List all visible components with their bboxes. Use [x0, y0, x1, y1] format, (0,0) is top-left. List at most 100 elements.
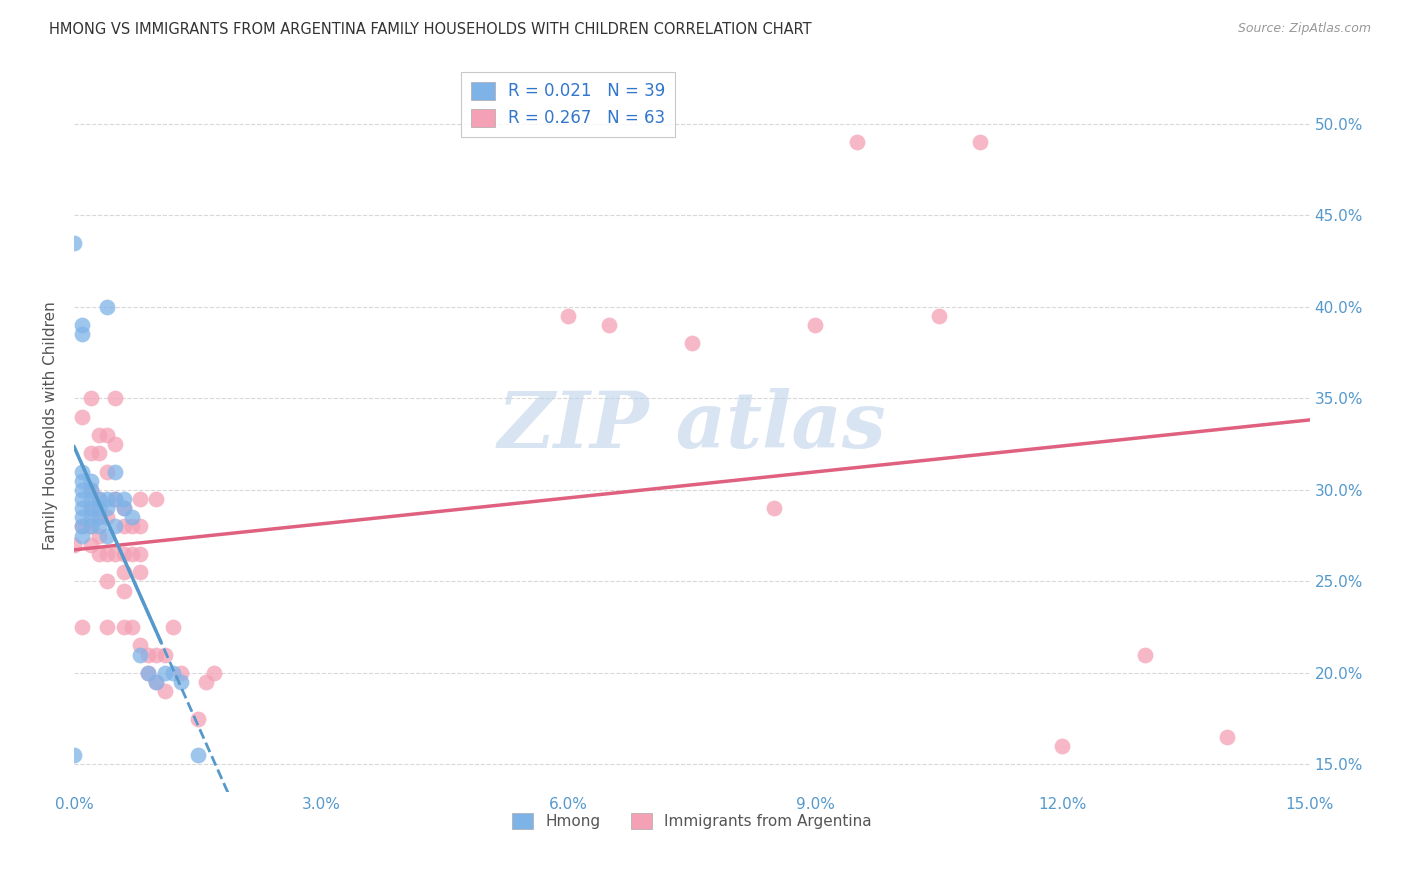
- Point: [63, 538, 86, 552]
- Point: [87, 491, 110, 506]
- Point: [87, 510, 110, 524]
- Point: [129, 519, 152, 533]
- Point: [153, 648, 176, 662]
- Point: [79, 392, 101, 406]
- Point: [96, 465, 118, 479]
- Point: [112, 501, 135, 516]
- Point: [804, 318, 827, 332]
- Point: [129, 547, 152, 561]
- Point: [145, 675, 167, 690]
- Point: [136, 665, 159, 680]
- Point: [112, 583, 135, 598]
- Point: [79, 446, 101, 460]
- Point: [79, 491, 101, 506]
- Point: [87, 547, 110, 561]
- Point: [72, 491, 94, 506]
- Point: [194, 675, 217, 690]
- Point: [112, 501, 135, 516]
- Point: [79, 501, 101, 516]
- Point: [136, 648, 159, 662]
- Point: [1052, 739, 1074, 754]
- Point: [104, 392, 127, 406]
- Point: [170, 665, 193, 680]
- Point: [129, 648, 152, 662]
- Point: [72, 327, 94, 342]
- Point: [87, 428, 110, 442]
- Point: [96, 528, 118, 542]
- Point: [681, 336, 703, 351]
- Point: [153, 665, 176, 680]
- Point: [121, 519, 143, 533]
- Point: [104, 519, 127, 533]
- Point: [170, 675, 193, 690]
- Point: [112, 519, 135, 533]
- Point: [72, 510, 94, 524]
- Point: [187, 748, 209, 763]
- Point: [129, 491, 152, 506]
- Point: [845, 135, 868, 149]
- Point: [79, 519, 101, 533]
- Point: [79, 501, 101, 516]
- Point: [162, 620, 184, 634]
- Point: [87, 501, 110, 516]
- Point: [87, 528, 110, 542]
- Point: [63, 235, 86, 250]
- Point: [598, 318, 620, 332]
- Point: [763, 501, 786, 516]
- Point: [72, 519, 94, 533]
- Point: [96, 428, 118, 442]
- Point: [121, 547, 143, 561]
- Point: [79, 519, 101, 533]
- Point: [145, 648, 167, 662]
- Point: [72, 465, 94, 479]
- Text: HMONG VS IMMIGRANTS FROM ARGENTINA FAMILY HOUSEHOLDS WITH CHILDREN CORRELATION C: HMONG VS IMMIGRANTS FROM ARGENTINA FAMIL…: [49, 22, 811, 37]
- Point: [187, 712, 209, 726]
- Point: [96, 300, 118, 314]
- Point: [72, 474, 94, 488]
- Point: [1133, 648, 1156, 662]
- Point: [87, 491, 110, 506]
- Point: [104, 465, 127, 479]
- Point: [87, 510, 110, 524]
- Point: [79, 483, 101, 497]
- Point: [79, 474, 101, 488]
- Text: ZIP atlas: ZIP atlas: [498, 387, 886, 464]
- Point: [121, 510, 143, 524]
- Text: Source: ZipAtlas.com: Source: ZipAtlas.com: [1237, 22, 1371, 36]
- Y-axis label: Family Households with Children: Family Households with Children: [44, 301, 58, 550]
- Point: [72, 620, 94, 634]
- Point: [63, 748, 86, 763]
- Point: [96, 574, 118, 589]
- Point: [969, 135, 991, 149]
- Point: [96, 510, 118, 524]
- Point: [87, 446, 110, 460]
- Point: [112, 491, 135, 506]
- Point: [557, 309, 579, 323]
- Point: [145, 675, 167, 690]
- Point: [72, 501, 94, 516]
- Point: [112, 566, 135, 580]
- Point: [96, 491, 118, 506]
- Point: [112, 620, 135, 634]
- Point: [1216, 730, 1239, 744]
- Point: [136, 665, 159, 680]
- Point: [87, 519, 110, 533]
- Point: [153, 684, 176, 698]
- Point: [72, 528, 94, 542]
- Point: [928, 309, 950, 323]
- Point: [129, 639, 152, 653]
- Point: [112, 547, 135, 561]
- Point: [129, 566, 152, 580]
- Point: [79, 510, 101, 524]
- Point: [96, 620, 118, 634]
- Point: [72, 519, 94, 533]
- Legend: Hmong, Immigrants from Argentina: Hmong, Immigrants from Argentina: [505, 806, 879, 836]
- Point: [96, 501, 118, 516]
- Point: [72, 409, 94, 424]
- Point: [96, 547, 118, 561]
- Point: [121, 620, 143, 634]
- Point: [145, 491, 167, 506]
- Point: [72, 483, 94, 497]
- Point: [162, 665, 184, 680]
- Point: [104, 547, 127, 561]
